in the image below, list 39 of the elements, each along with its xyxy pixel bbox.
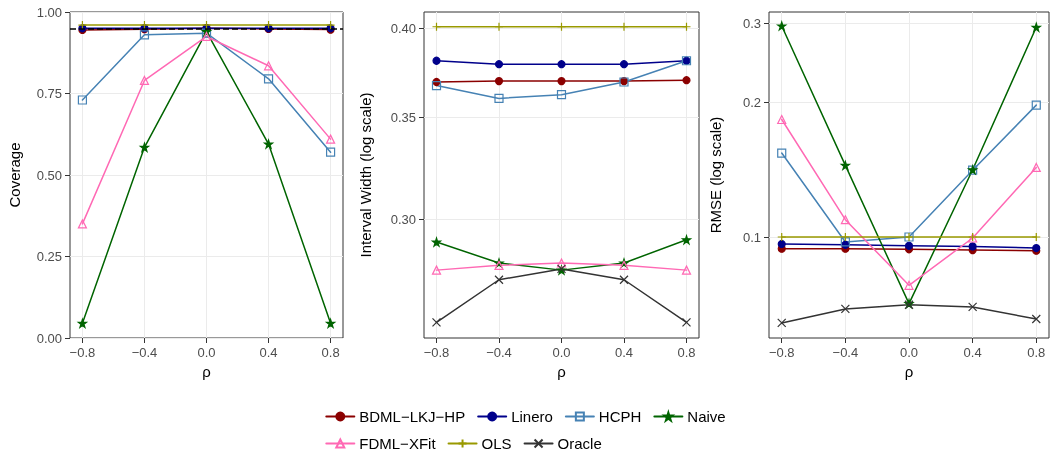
x-axis-title: ρ bbox=[904, 362, 914, 380]
x-tick-label: 0.8 bbox=[321, 345, 340, 360]
x-tick-label: 0.0 bbox=[552, 345, 571, 360]
y-tick-label: 1.00 bbox=[36, 4, 62, 20]
y-tick-label: 0.40 bbox=[390, 20, 416, 36]
y-tick-label: 0.3 bbox=[742, 15, 761, 31]
legend-label: Linero bbox=[511, 408, 553, 425]
x-tick-label: 0.4 bbox=[963, 345, 982, 360]
legend-label: Oracle bbox=[557, 435, 602, 452]
y-tick-label: 0.2 bbox=[742, 94, 761, 110]
legend-label: OLS bbox=[481, 435, 512, 452]
x-tick-label: 0.0 bbox=[197, 345, 216, 360]
x-tick-label: −0.4 bbox=[832, 345, 859, 360]
y-tick-label: 0.75 bbox=[36, 86, 62, 101]
x-axis-title: ρ bbox=[202, 362, 211, 380]
y-axis-title: Interval Width (log scale) bbox=[357, 92, 374, 258]
y-tick-label: 0.25 bbox=[36, 249, 62, 264]
x-axis-title: ρ bbox=[557, 362, 566, 380]
x-tick-label: 0.4 bbox=[259, 345, 278, 360]
y-tick-label: 0.00 bbox=[36, 330, 62, 346]
legend-label: HCPH bbox=[598, 408, 642, 425]
x-tick-label: 0.4 bbox=[614, 345, 634, 360]
x-tick-label: −0.4 bbox=[486, 345, 512, 360]
x-tick-label: 0.8 bbox=[677, 345, 696, 360]
y-axis-title: Coverage bbox=[6, 142, 23, 208]
y-tick-label: 0.1 bbox=[742, 229, 761, 245]
y-tick-label: 0.35 bbox=[390, 109, 416, 125]
y-tick-label: 0.30 bbox=[390, 212, 416, 228]
x-tick-label: −0.8 bbox=[423, 345, 450, 360]
x-tick-label: −0.4 bbox=[131, 345, 158, 360]
x-tick-label: −0.8 bbox=[69, 345, 96, 360]
legend-label: Naive bbox=[687, 408, 726, 425]
x-tick-label: −0.8 bbox=[768, 345, 795, 360]
x-tick-label: 0.0 bbox=[899, 345, 919, 360]
legend-label: BDML−LKJ−HP bbox=[359, 408, 466, 425]
legend-label: FDML−XFit bbox=[359, 435, 437, 452]
x-tick-label: 0.8 bbox=[1027, 345, 1046, 360]
y-axis-title: RMSE (log scale) bbox=[707, 116, 724, 234]
y-tick-label: 0.50 bbox=[36, 167, 62, 183]
